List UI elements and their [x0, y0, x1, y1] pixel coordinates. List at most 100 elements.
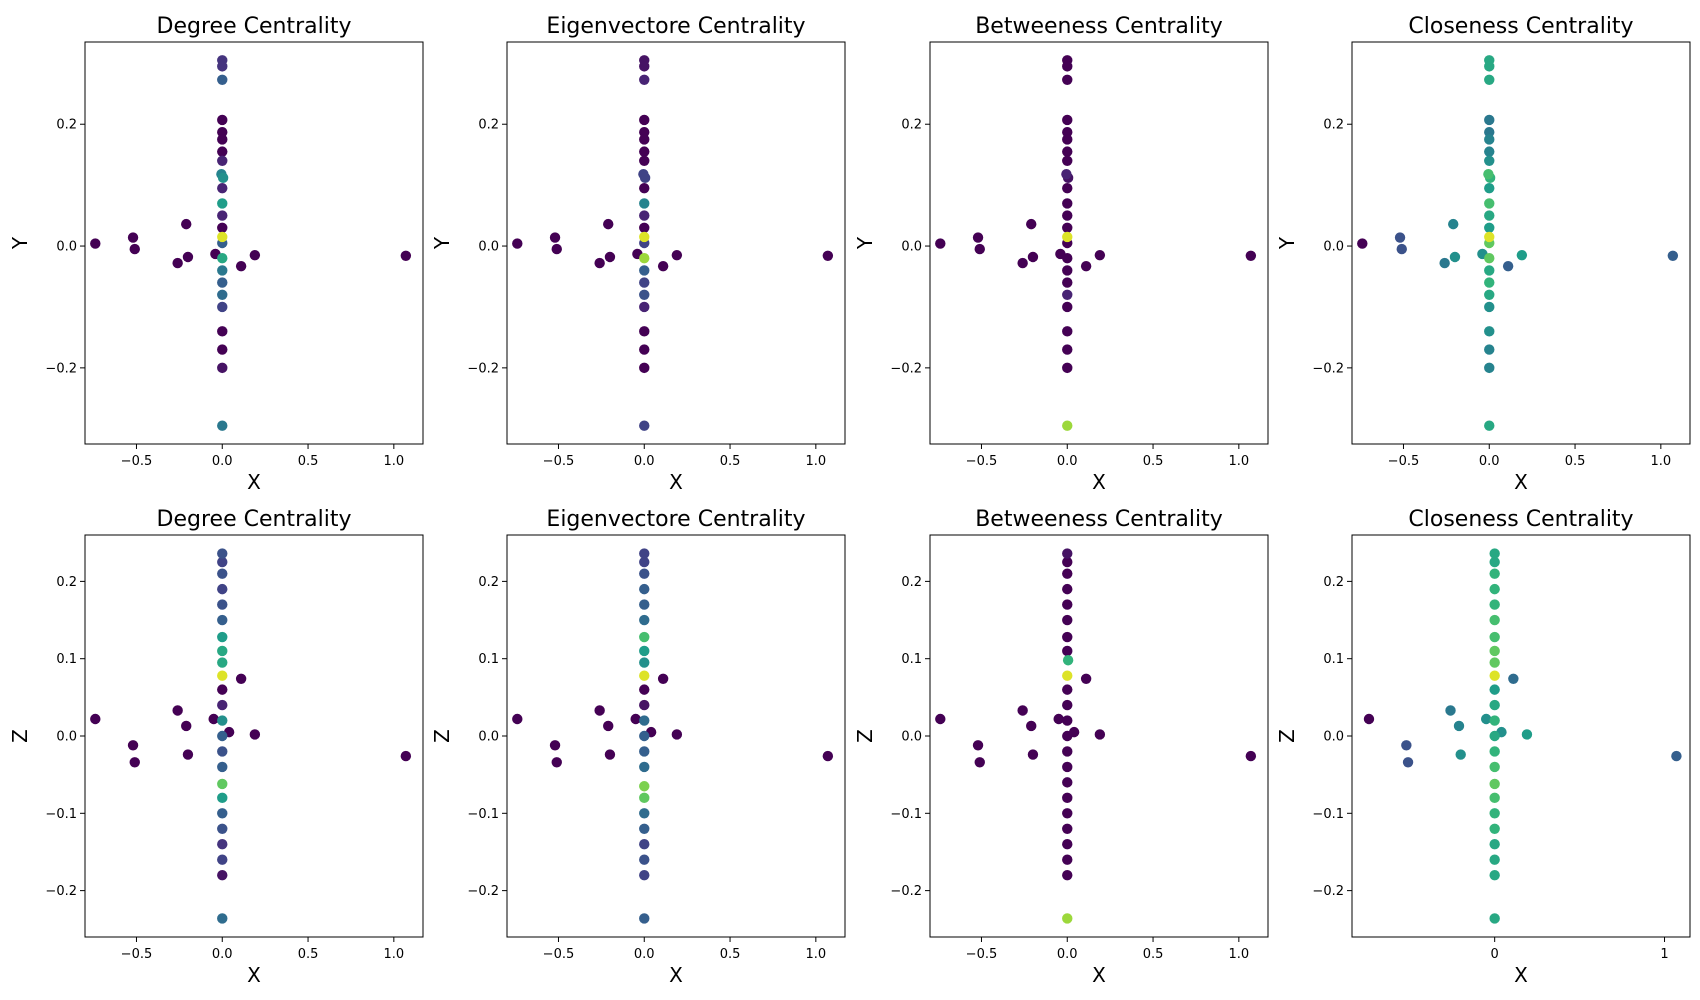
data-point	[217, 684, 228, 695]
y-tick-label: 0.2	[1323, 575, 1344, 590]
data-point	[972, 232, 984, 243]
data-point	[1062, 715, 1073, 726]
data-point	[1484, 182, 1495, 194]
y-tick-label: −0.1	[467, 807, 499, 822]
data-point	[1094, 729, 1106, 740]
subplot-title: Degree Centrality	[157, 14, 352, 39]
data-point	[1489, 778, 1500, 790]
x-tick-label: 0.0	[212, 947, 233, 962]
data-point	[639, 172, 651, 184]
axes-frame	[929, 41, 1269, 445]
data-point	[657, 673, 669, 684]
data-point	[1062, 265, 1073, 276]
x-tick-label: 0.0	[634, 947, 655, 962]
axes-frame	[1351, 41, 1691, 445]
y-tick-label: 0.2	[56, 575, 77, 590]
data-point	[1062, 126, 1073, 138]
data-point	[935, 713, 946, 725]
data-point	[1062, 61, 1073, 72]
y-tick-label: 0.1	[901, 652, 922, 667]
data-point	[639, 699, 650, 711]
data-point	[1489, 913, 1500, 924]
subplot-1: Degree Centrality −0.5 0.0 0.5 1.0 −0.2 0.0 0.2…	[8, 14, 424, 494]
x-axis-label: X	[1092, 470, 1106, 494]
data-point	[1062, 326, 1073, 337]
x-tick-label: −0.5	[1388, 454, 1420, 469]
data-point	[1080, 260, 1092, 272]
x-tick-label: 0.5	[720, 454, 741, 469]
x-tick-label: 0.5	[298, 947, 319, 962]
y-tick-label: 0.1	[478, 652, 499, 667]
subplot-4: Closeness Centrality −0.5 0.0 0.5 1.0 −0.2 0.0…	[1275, 14, 1691, 494]
y-tick-label: −0.2	[1312, 361, 1344, 376]
data-point	[217, 715, 228, 726]
data-point	[217, 74, 228, 85]
data-point	[1394, 232, 1406, 243]
data-point	[1053, 713, 1064, 725]
data-point	[217, 344, 228, 355]
subplot-6: Eigenvectore Centrality −0.5 0.0 0.5 1.0 −0.2…	[430, 507, 846, 987]
data-point	[512, 713, 523, 725]
subplot-7: Betweeness Centrality −0.5 0.0 0.5 1.0 −0.2 −0…	[853, 507, 1269, 987]
x-tick-label: 0.5	[1565, 454, 1586, 469]
data-point	[1062, 599, 1073, 610]
data-point	[639, 61, 650, 72]
data-point	[217, 568, 228, 579]
data-point	[217, 253, 228, 264]
data-point	[1027, 251, 1039, 263]
data-point	[512, 238, 523, 249]
y-tick-label: 0.0	[1323, 240, 1344, 255]
data-point	[1062, 548, 1073, 559]
data-point	[1062, 362, 1073, 374]
y-axis-label: Y	[430, 236, 454, 250]
data-point	[639, 344, 650, 355]
data-point	[1489, 631, 1500, 643]
data-point	[1455, 749, 1466, 760]
data-point	[639, 854, 650, 865]
data-point	[90, 713, 101, 725]
data-point	[1062, 198, 1073, 209]
y-tick-label: −0.2	[45, 884, 77, 899]
data-point	[217, 778, 228, 790]
x-tick-label: −0.5	[121, 947, 153, 962]
data-point	[1062, 869, 1073, 881]
subplot-title: Closeness Centrality	[1408, 14, 1633, 39]
data-point	[639, 134, 650, 145]
data-point	[639, 420, 650, 431]
data-point	[1484, 253, 1495, 264]
data-point	[217, 746, 228, 757]
x-axis-label: X	[247, 963, 261, 987]
y-tick-label: −0.1	[890, 807, 922, 822]
data-point	[639, 265, 650, 276]
x-tick-label: 0.0	[634, 454, 655, 469]
data-point	[1062, 568, 1073, 579]
data-point	[639, 155, 650, 166]
subplot-title: Eigenvectore Centrality	[546, 507, 805, 532]
data-point	[639, 645, 650, 657]
y-tick-label: 0.2	[56, 118, 77, 133]
data-point	[1357, 238, 1368, 249]
data-point	[1489, 808, 1500, 819]
data-point	[1062, 645, 1073, 657]
axes-frame	[506, 41, 846, 445]
x-tick-label: 1.0	[383, 454, 404, 469]
y-tick-label: −0.2	[1312, 884, 1344, 899]
y-tick-label: 0.0	[901, 240, 922, 255]
data-point	[249, 249, 261, 261]
data-point	[1062, 854, 1073, 865]
data-point	[217, 210, 228, 221]
data-point	[217, 277, 228, 288]
data-point	[639, 326, 650, 337]
data-point	[217, 146, 228, 157]
data-point	[594, 705, 605, 716]
data-point	[1489, 599, 1500, 610]
data-point	[639, 362, 650, 374]
x-tick-label: 1.0	[805, 947, 826, 962]
data-point	[181, 218, 192, 230]
data-point	[217, 599, 228, 610]
data-point	[639, 146, 650, 157]
data-point	[1502, 260, 1514, 272]
data-point	[549, 232, 561, 243]
data-point	[1521, 729, 1533, 740]
